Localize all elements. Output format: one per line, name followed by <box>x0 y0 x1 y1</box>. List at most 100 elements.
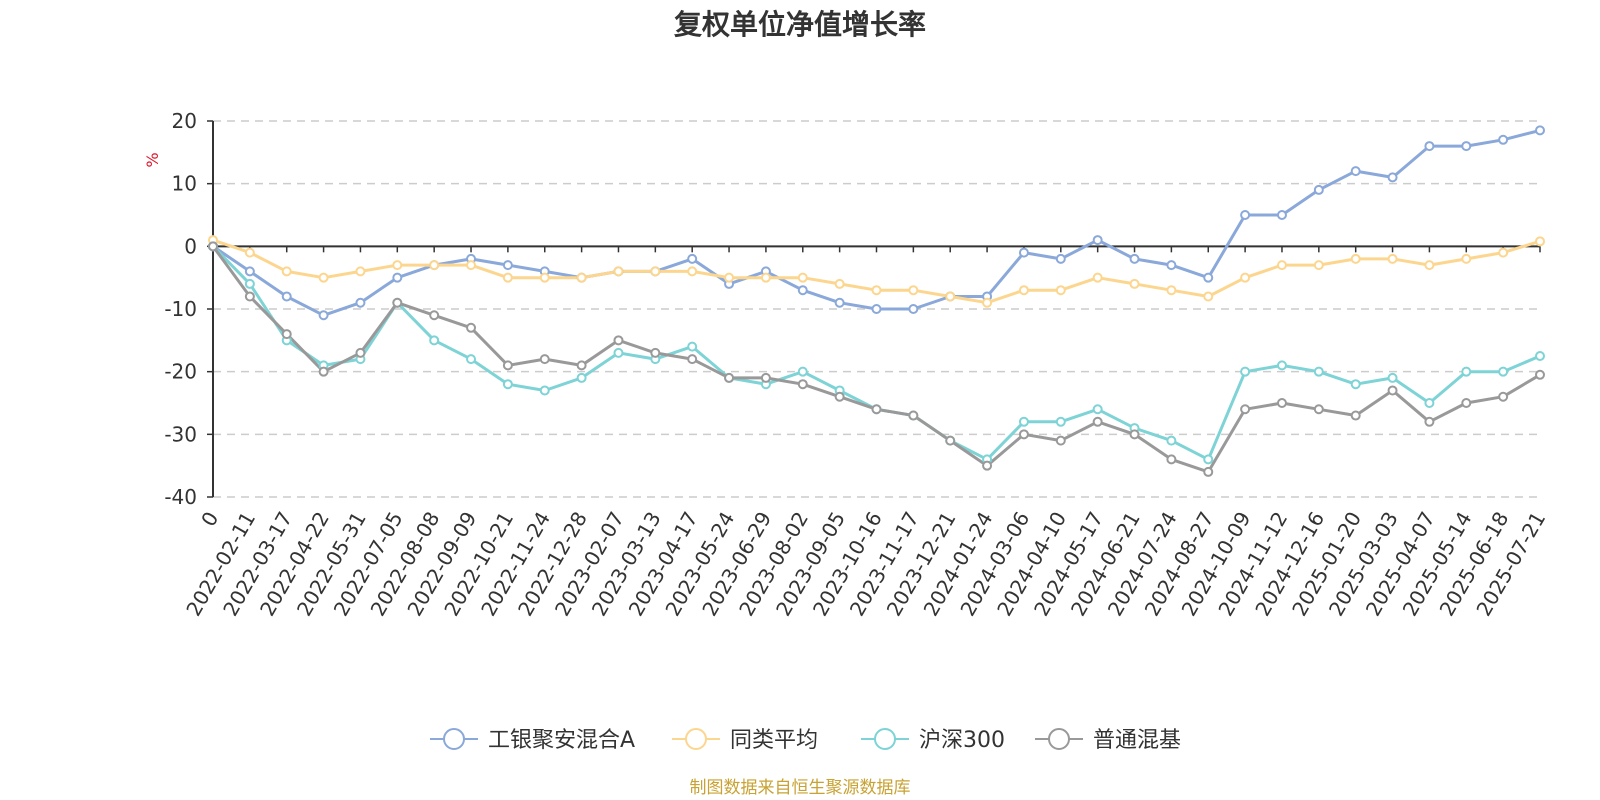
data-point <box>502 260 513 271</box>
data-point <box>1387 385 1398 396</box>
data-point <box>539 354 550 365</box>
data-point <box>539 272 550 283</box>
data-point <box>1535 369 1545 380</box>
data-point <box>1313 404 1324 415</box>
data-point <box>392 297 403 308</box>
data-point <box>1092 416 1103 427</box>
data-point <box>1313 260 1324 271</box>
data-point <box>945 291 956 302</box>
y-axis-ticks: 20 10 0 -10 -20 -30 -40 <box>164 109 214 509</box>
y-tick-label: -40 <box>164 485 197 509</box>
x-tick-label: 0 <box>196 508 223 531</box>
data-point <box>1055 435 1066 446</box>
legend-label: 同类平均 <box>730 728 818 753</box>
data-point <box>687 341 698 352</box>
data-point <box>1350 253 1361 264</box>
legend-marker <box>443 728 465 750</box>
data-point <box>1092 235 1103 246</box>
data-point <box>1535 236 1545 247</box>
data-point <box>281 266 292 277</box>
data-point <box>1276 398 1287 408</box>
y-tick-label: 10 <box>172 172 197 196</box>
data-point <box>1535 125 1545 136</box>
series-lines <box>208 125 1545 477</box>
data-point <box>908 285 919 296</box>
source-note: 制图数据来自恒生聚源数据库 <box>690 778 911 798</box>
legend-label: 沪深300 <box>919 728 1005 753</box>
data-point <box>1166 435 1177 446</box>
data-point <box>429 310 440 321</box>
data-point <box>724 272 735 283</box>
data-point <box>355 347 366 358</box>
data-point <box>1387 172 1398 183</box>
data-point <box>318 272 329 283</box>
data-point <box>1166 285 1177 296</box>
data-point <box>1055 416 1066 427</box>
data-point <box>1203 466 1214 477</box>
data-point <box>650 266 661 277</box>
data-point <box>576 372 587 383</box>
data-point <box>945 435 956 446</box>
data-point <box>834 391 845 402</box>
data-point <box>539 385 550 396</box>
data-point <box>650 347 661 358</box>
data-point <box>502 272 513 283</box>
data-point <box>724 372 735 383</box>
data-point <box>576 360 587 371</box>
y-tick-label: -10 <box>164 297 197 321</box>
data-point <box>466 260 477 271</box>
data-point <box>281 291 292 302</box>
legend-marker <box>1048 728 1070 750</box>
data-point <box>797 366 808 377</box>
data-point <box>797 379 808 390</box>
data-point <box>355 297 366 308</box>
data-point <box>1092 404 1103 415</box>
y-tick-label: 20 <box>172 109 197 133</box>
data-point <box>982 297 993 308</box>
data-point <box>1461 253 1472 264</box>
data-point <box>1203 291 1214 302</box>
data-point <box>1350 166 1361 177</box>
data-point <box>1424 416 1435 427</box>
data-point <box>244 247 255 258</box>
data-point <box>760 272 771 283</box>
data-point <box>1424 260 1435 271</box>
data-point <box>871 285 882 296</box>
data-point <box>244 291 255 302</box>
data-point <box>429 335 440 346</box>
data-point <box>502 379 513 390</box>
data-point <box>1055 253 1066 264</box>
data-point <box>244 278 255 289</box>
data-point <box>392 260 403 271</box>
data-point <box>908 304 919 314</box>
data-point <box>502 360 513 371</box>
data-point <box>1018 247 1029 258</box>
data-point <box>1461 366 1472 377</box>
data-point <box>318 366 329 377</box>
data-point <box>1424 398 1435 408</box>
data-point <box>613 335 624 346</box>
data-point <box>797 285 808 296</box>
data-point <box>1055 285 1066 296</box>
data-point <box>1461 398 1472 408</box>
series-line <box>211 245 1541 461</box>
data-point <box>613 347 624 358</box>
data-point <box>1166 260 1177 271</box>
data-point <box>466 354 477 365</box>
data-point <box>1350 379 1361 390</box>
data-point <box>244 266 255 277</box>
data-point <box>1276 260 1287 271</box>
data-point <box>613 266 624 277</box>
data-point <box>1387 253 1398 264</box>
data-point <box>1018 416 1029 427</box>
data-point <box>834 278 845 289</box>
data-point <box>1276 360 1287 371</box>
data-point <box>1276 210 1287 220</box>
series-line <box>211 245 1541 474</box>
data-point <box>1240 272 1251 283</box>
legend-marker <box>685 728 707 750</box>
data-point <box>871 304 882 314</box>
legend-label: 工银聚安混合A <box>488 728 635 753</box>
data-point <box>1166 454 1177 465</box>
